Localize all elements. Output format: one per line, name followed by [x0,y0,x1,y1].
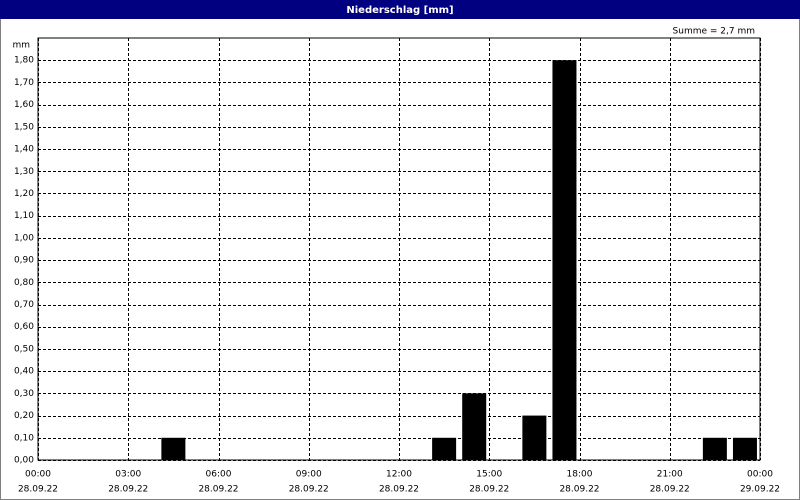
x-tick-date: 28.09.22 [198,485,238,495]
bar [732,437,757,460]
x-tick-label: 15:00 [476,470,502,480]
y-tick-label: 0,50 [14,344,34,354]
y-tick-label: 1,00 [14,233,34,243]
bar [522,415,547,460]
x-tick-label: 21:00 [657,470,683,480]
x-tick-label: 00:00 [25,470,51,480]
y-axis-label: mm [12,41,30,51]
y-tick-label: 0,70 [14,300,34,310]
bar [702,437,727,460]
annotation: Summe = 2,7 mm [673,27,755,37]
y-tick-label: 0,40 [14,367,34,377]
x-tick-date: 28.09.22 [379,485,419,495]
x-tick-date: 28.09.22 [469,485,509,495]
x-tick-date: 28.09.22 [289,485,329,495]
y-tick-label: 1,80 [14,56,34,66]
y-tick-label: 1,30 [14,167,34,177]
x-tick-date: 28.09.22 [559,485,599,495]
x-tick-label: 18:00 [567,470,593,480]
y-tick-label: 0,20 [14,411,34,421]
y-tick-label: 1,50 [14,122,34,132]
y-tick-label: 1,60 [14,100,34,110]
x-tick-label: 03:00 [115,470,141,480]
x-tick-date: 29.09.22 [740,485,780,495]
y-tick-label: 0,90 [14,256,34,266]
y-tick-label: 0,80 [14,278,34,288]
bar [552,60,577,461]
chart-title: Niederschlag [mm] [346,5,453,16]
bar [462,393,487,460]
y-tick-label: 0,00 [14,456,34,466]
x-tick-label: 09:00 [296,470,322,480]
y-tick-label: 1,20 [14,189,34,199]
y-tick-label: 1,40 [14,145,34,155]
x-tick-date: 28.09.22 [650,485,690,495]
y-tick-label: 0,30 [14,389,34,399]
bar [432,437,457,460]
y-tick-label: 0,60 [14,322,34,332]
x-tick-label: 00:00 [747,470,773,480]
bar [161,437,186,460]
y-tick-label: 1,10 [14,211,34,221]
x-tick-date: 28.09.22 [108,485,148,495]
y-tick-label: 1,70 [14,78,34,88]
x-tick-label: 12:00 [386,470,412,480]
x-tick-date: 28.09.22 [18,485,58,495]
x-tick-label: 06:00 [206,470,232,480]
title-bar [0,0,800,19]
y-tick-label: 0,10 [14,433,34,443]
